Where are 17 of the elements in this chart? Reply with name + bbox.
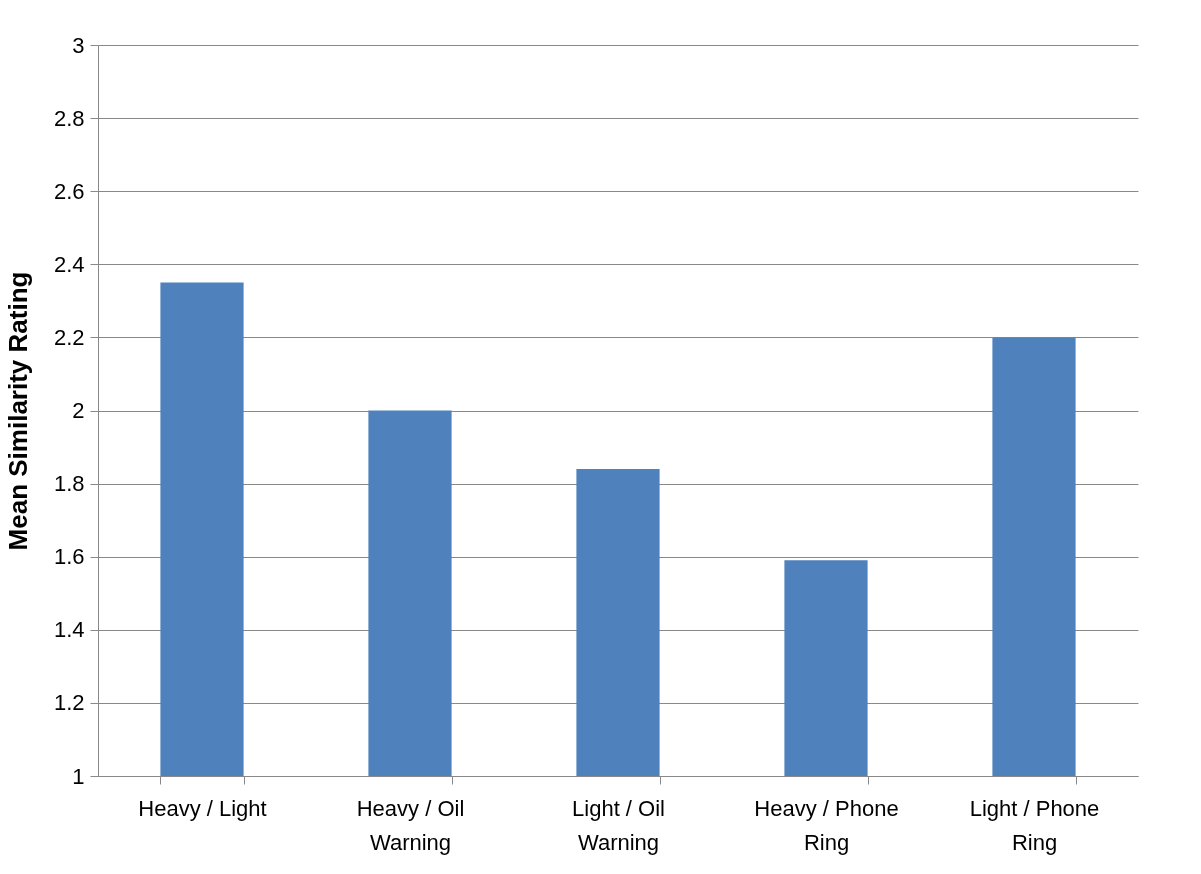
y-tick-label: 2.6	[53, 178, 85, 204]
x-tick-label: Heavy / Oil Warning	[356, 795, 465, 855]
x-tick-label: Heavy / Phone Ring	[754, 795, 899, 855]
y-axis-title: Mean Similarity Rating	[2, 271, 33, 551]
x-tick-label: Heavy / Light	[138, 795, 267, 821]
y-tick-label: 1.8	[53, 471, 85, 497]
y-tick-label: 2.2	[53, 324, 85, 350]
x-tick-label: Light / Phone Ring	[969, 795, 1100, 855]
y-tick-label: 1.4	[53, 617, 85, 643]
y-tick-label: 2.8	[53, 105, 85, 131]
y-tick-label: 1	[72, 763, 85, 789]
x-tick-label: Light / Oil Warning	[572, 795, 665, 855]
y-tick-label: 2	[72, 398, 85, 423]
y-tick-label: 3	[72, 32, 85, 58]
y-tick-label: 2.4	[53, 251, 85, 277]
y-tick-label: 1.2	[53, 690, 85, 716]
y-tick-label: 1.6	[53, 544, 85, 570]
